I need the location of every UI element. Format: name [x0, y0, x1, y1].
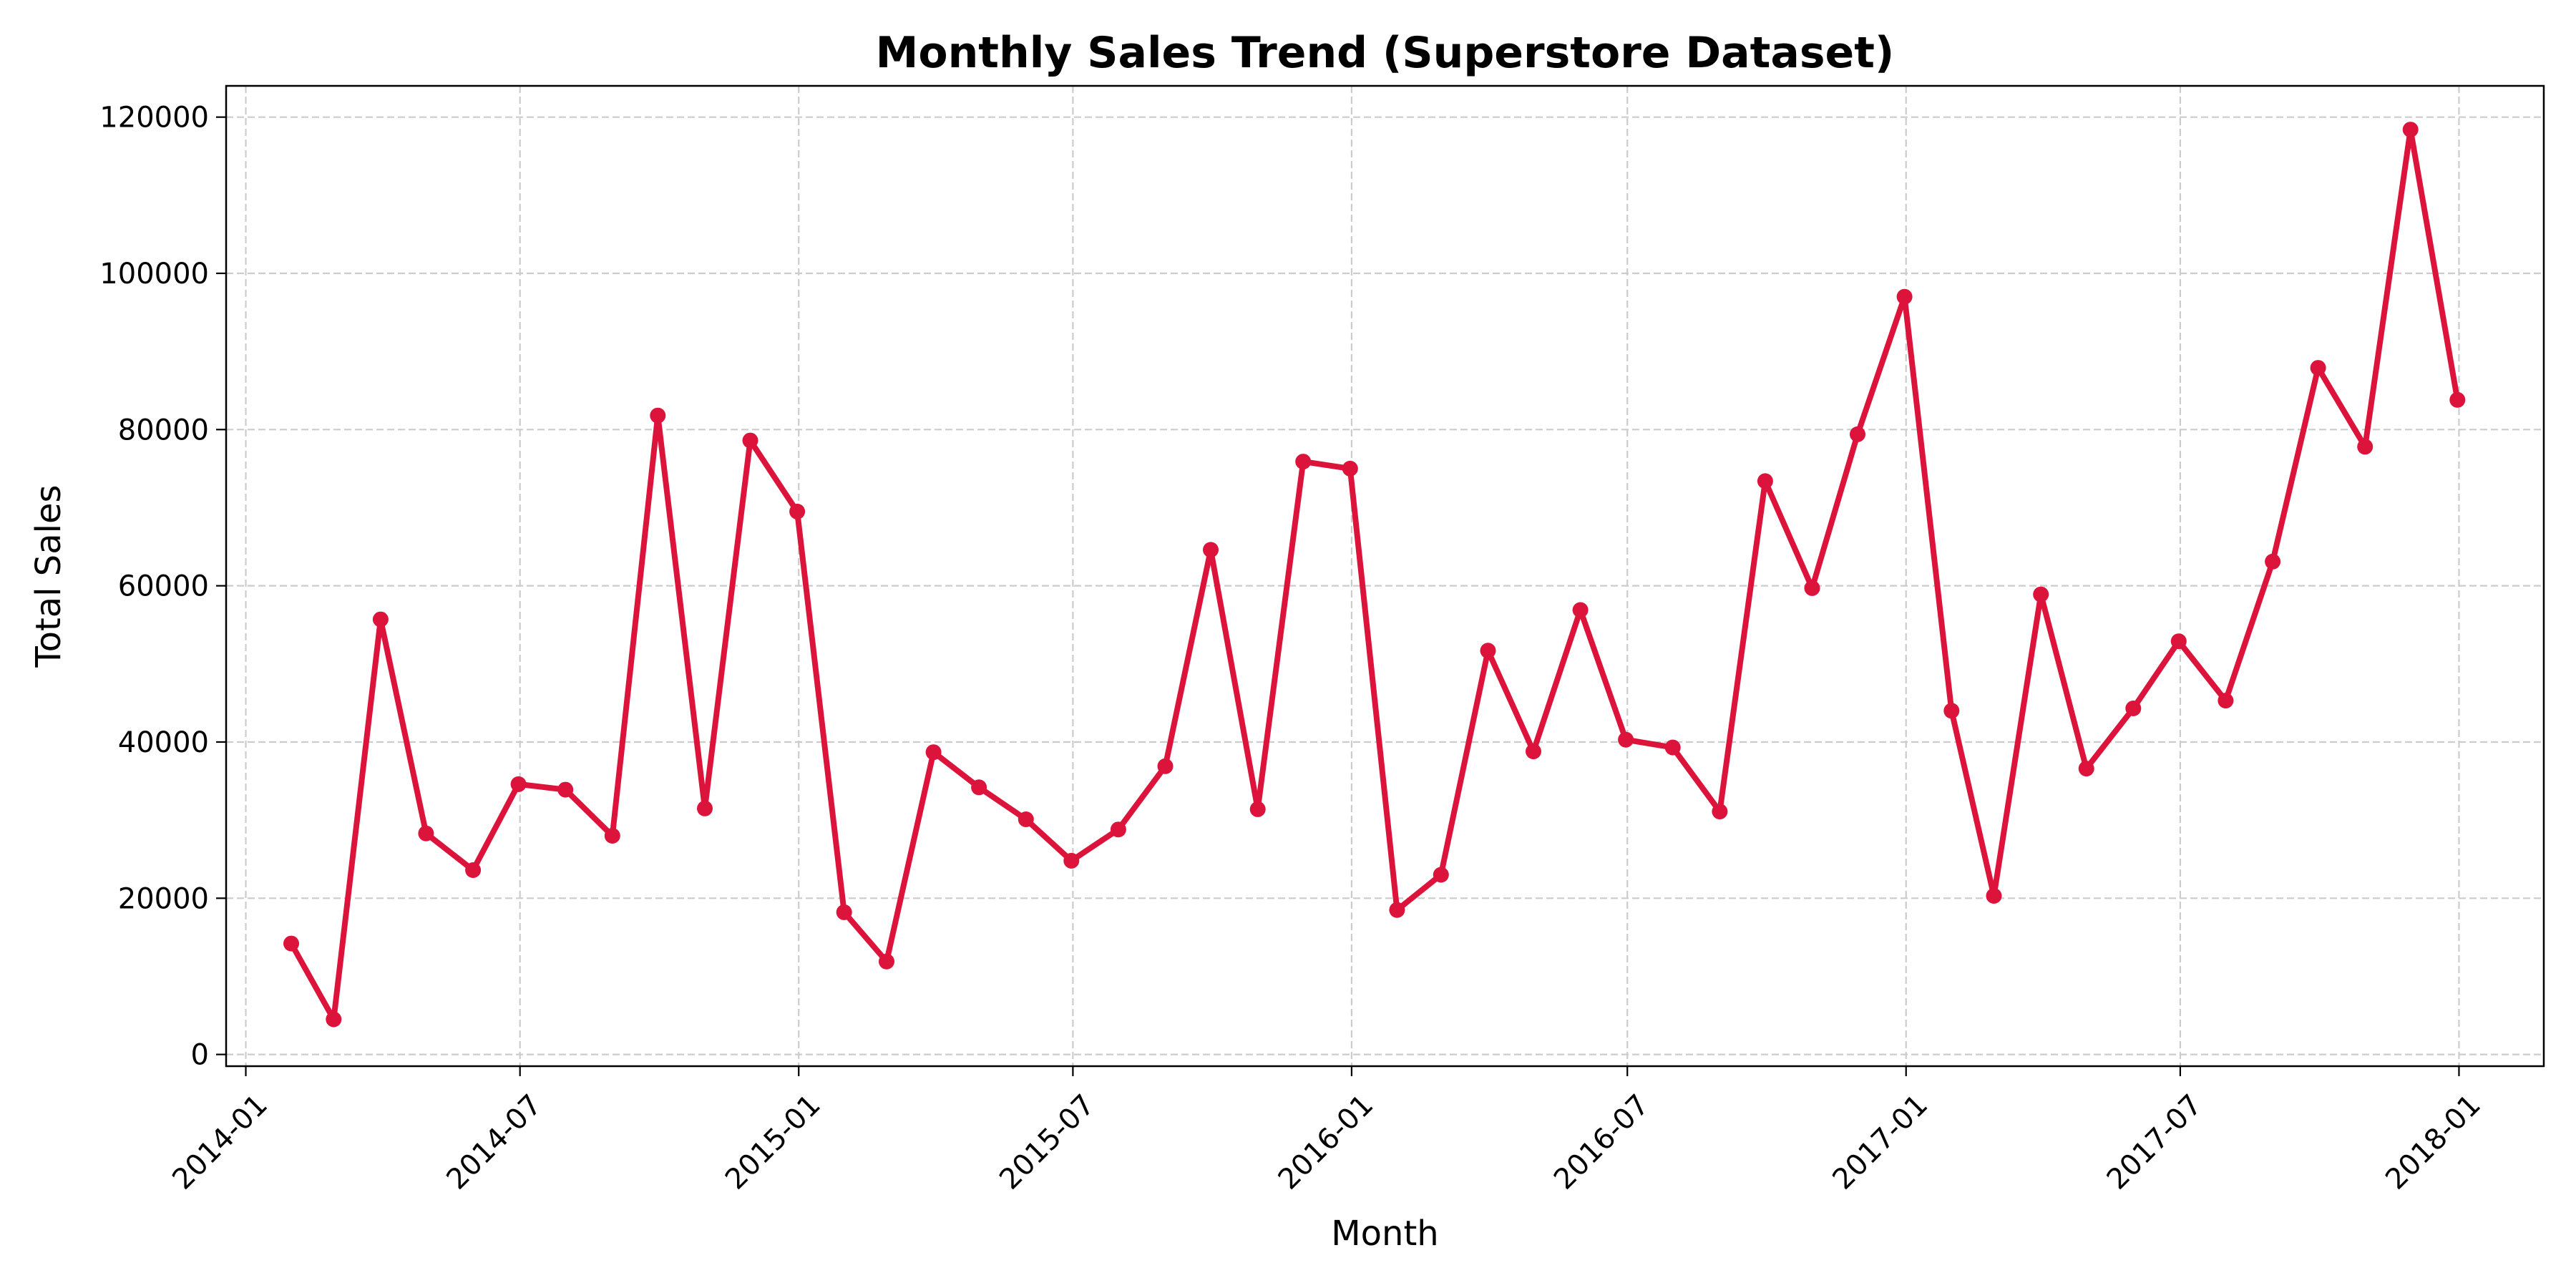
x-tick-label: 2014-07 — [440, 1088, 548, 1196]
data-point — [1063, 852, 1080, 869]
data-point — [2357, 439, 2373, 455]
data-point — [1804, 580, 1820, 596]
data-point — [879, 953, 894, 970]
chart-title: Monthly Sales Trend (Superstore Dataset) — [876, 28, 1895, 78]
data-point — [971, 779, 987, 796]
x-axis-ticks: 2014-01 2014-07 2015-01 2015-07 2016-01 2016-… — [166, 1066, 2487, 1196]
y-tick-label: 40000 — [118, 726, 209, 759]
x-tick-label: 2016-07 — [1548, 1088, 1656, 1196]
data-point — [604, 828, 620, 844]
x-tick-label: 2018-01 — [2379, 1088, 2487, 1196]
y-axis-label: Total Sales — [29, 484, 69, 668]
data-point — [836, 904, 852, 920]
data-point — [465, 862, 482, 878]
data-point — [2449, 391, 2466, 408]
data-point — [1664, 739, 1681, 756]
data-point — [925, 744, 942, 761]
x-tick-label: 2015-07 — [993, 1088, 1101, 1196]
data-point — [1526, 743, 1541, 760]
data-point — [2033, 586, 2049, 602]
data-point — [2218, 693, 2234, 709]
data-point — [789, 503, 806, 519]
series-line — [288, 127, 2461, 1023]
data-point — [510, 776, 527, 792]
data-point — [326, 1011, 342, 1028]
data-point — [1572, 602, 1589, 618]
data-point — [2310, 360, 2326, 376]
data-point — [1896, 288, 1913, 305]
data-point — [650, 407, 666, 424]
x-tick-label: 2017-07 — [2101, 1088, 2209, 1196]
data-point — [1850, 426, 1865, 442]
data-point — [1110, 821, 1126, 838]
y-tick-label: 80000 — [118, 414, 209, 447]
y-tick-label: 120000 — [99, 102, 209, 135]
y-tick-label: 0 — [191, 1039, 209, 1072]
data-point — [1712, 804, 1728, 820]
data-point — [1480, 643, 1496, 659]
data-point — [557, 781, 574, 798]
data-point — [2078, 761, 2094, 777]
data-point — [1249, 801, 1266, 817]
data-point — [1618, 731, 1634, 748]
y-tick-label: 60000 — [118, 570, 209, 603]
sales-series — [283, 122, 2466, 1028]
data-point — [1986, 888, 2002, 904]
data-point — [1018, 811, 1034, 827]
data-point — [1157, 758, 1174, 774]
y-tick-label: 20000 — [118, 882, 209, 915]
data-point — [1757, 473, 1773, 489]
x-tick-label: 2015-01 — [719, 1088, 827, 1196]
data-point — [2402, 122, 2419, 138]
data-point — [1203, 542, 1219, 558]
data-point — [2125, 701, 2142, 716]
data-point — [742, 432, 758, 449]
x-tick-label: 2017-01 — [1826, 1088, 1934, 1196]
data-point — [283, 935, 299, 952]
y-tick-label: 100000 — [99, 258, 209, 291]
data-point — [372, 611, 389, 628]
data-point — [418, 825, 434, 841]
data-point — [697, 800, 713, 816]
data-point — [1943, 703, 1960, 719]
data-point — [1342, 460, 1358, 477]
data-point — [1433, 867, 1449, 883]
y-axis-ticks: 0 20000 40000 60000 80000 100000 120000 — [99, 102, 226, 1072]
x-tick-label: 2014-01 — [166, 1088, 274, 1196]
data-point — [1295, 454, 1312, 470]
data-point — [1389, 902, 1405, 918]
x-tick-label: 2016-01 — [1272, 1088, 1380, 1196]
x-axis-label: Month — [1331, 1214, 1438, 1254]
data-point — [2170, 633, 2187, 650]
data-point — [2265, 553, 2281, 570]
grid-lines — [226, 86, 2544, 1066]
plot-frame — [225, 84, 2545, 1068]
